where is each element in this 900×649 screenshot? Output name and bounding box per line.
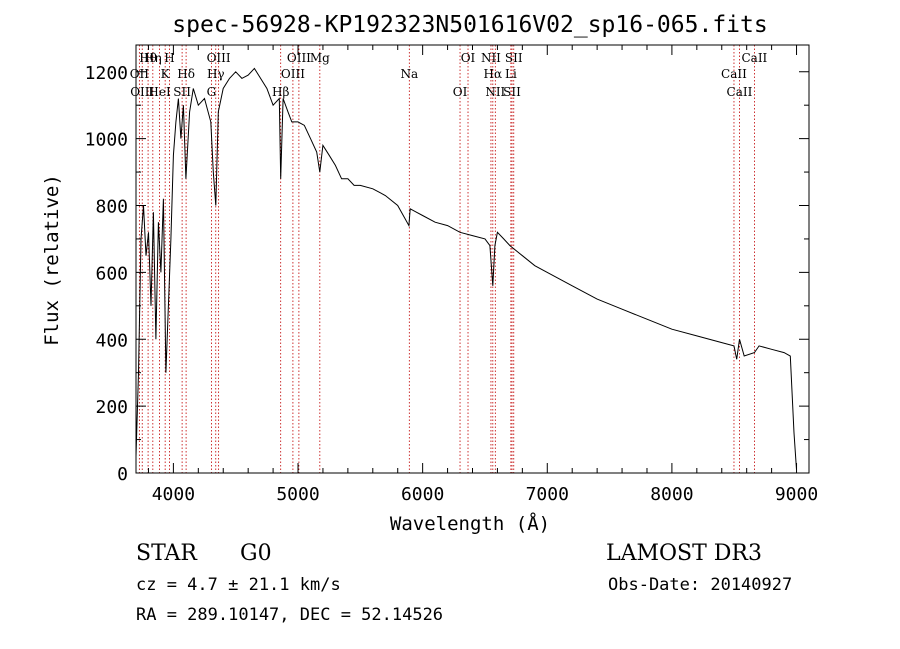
- x-tick-label: 4000: [152, 484, 195, 505]
- x-tick-label: 9000: [775, 484, 818, 505]
- y-tick-label: 800: [95, 197, 128, 218]
- line-marker-label: Hδ: [177, 67, 195, 81]
- line-marker-label: HeI: [148, 85, 171, 99]
- object-subclass: G0: [240, 541, 272, 566]
- line-marker-label: K: [161, 67, 171, 81]
- line-marker-label: NII: [485, 85, 505, 99]
- line-marker-layer: [138, 45, 755, 473]
- line-marker-label: Hη: [144, 51, 162, 65]
- line-marker-label: G: [207, 85, 217, 99]
- line-marker-label: CaII: [727, 85, 753, 99]
- line-marker-label: OIII: [207, 51, 231, 65]
- y-tick-label: 600: [95, 263, 128, 284]
- coordinates: RA = 289.10147, DEC = 52.14526: [136, 605, 443, 625]
- line-marker-label: NII: [481, 51, 501, 65]
- x-axis: 4000 5000 6000 7000 8000 9000: [147, 45, 818, 505]
- y-tick-label: 0: [117, 464, 128, 485]
- y-tick-label: 400: [95, 330, 128, 351]
- y-tick-label: 1000: [85, 130, 128, 151]
- line-marker-label: OI: [453, 85, 468, 99]
- y-axis-label: Flux (relative): [41, 174, 63, 346]
- line-marker-label: OII: [130, 67, 150, 81]
- line-marker-label: Hβ: [272, 85, 289, 99]
- line-marker-label: H: [164, 51, 174, 65]
- y-tick-label: 200: [95, 397, 128, 418]
- redshift-velocity: cz = 4.7 ± 21.1 km/s: [136, 575, 341, 595]
- x-tick-label: 8000: [650, 484, 693, 505]
- line-marker-label: Li: [505, 67, 517, 81]
- line-marker-label: OIII: [281, 67, 305, 81]
- line-marker-label: Hθ: [139, 51, 157, 65]
- line-marker-label-layer: HθOIIOIIIHηKHeIHHδSIIOIIIHγGOIIIOIIIHβMg…: [130, 51, 768, 99]
- x-tick-label: 6000: [401, 484, 444, 505]
- spectrum-line: [135, 67, 797, 470]
- observation-date: Obs-Date: 20140927: [608, 575, 792, 595]
- y-tick-label: 1200: [85, 63, 128, 84]
- line-marker-label: SII: [173, 85, 191, 99]
- line-marker-label: CaII: [721, 67, 747, 81]
- chart-title: spec-56928-KP192323N501616V02_sp16-065.f…: [172, 12, 767, 38]
- line-marker-label: SII: [505, 51, 523, 65]
- y-axis: 0 200 400 600 800 1000 1200: [85, 63, 809, 485]
- survey-name: LAMOST DR3: [606, 541, 762, 566]
- line-marker-label: OI: [461, 51, 476, 65]
- line-marker-label: Mg: [310, 51, 330, 65]
- line-marker-label: CaII: [741, 51, 767, 65]
- line-marker-label: Hα: [484, 67, 503, 81]
- x-tick-label: 7000: [526, 484, 569, 505]
- x-axis-label: Wavelength (Å): [390, 512, 550, 535]
- x-tick-label: 5000: [276, 484, 319, 505]
- line-marker-label: Hγ: [207, 67, 225, 81]
- plot-frame: [135, 44, 810, 474]
- object-class: STAR: [136, 541, 198, 566]
- line-marker-label: SII: [503, 85, 521, 99]
- line-marker-label: OIII: [287, 51, 311, 65]
- line-marker-label: Na: [400, 67, 418, 81]
